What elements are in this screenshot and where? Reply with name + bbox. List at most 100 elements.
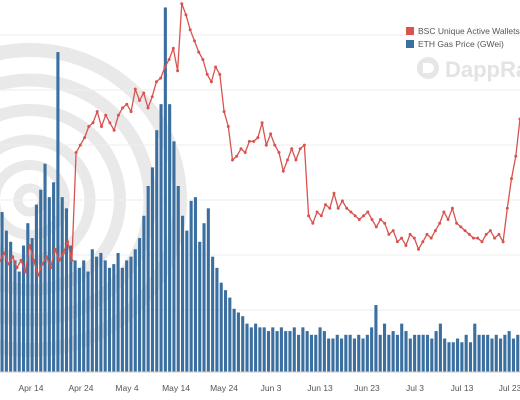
gas-price-bar [56, 52, 60, 372]
gas-price-bar [464, 334, 468, 372]
gas-price-bar [331, 338, 335, 372]
gas-price-bar [176, 186, 180, 372]
active-wallets-point [36, 273, 40, 277]
gas-price-bar [279, 327, 283, 372]
active-wallets-point [256, 136, 260, 140]
gas-price-bar [288, 331, 292, 372]
gas-price-bar [357, 334, 361, 372]
active-wallets-point [501, 240, 505, 244]
gas-price-bar [34, 204, 38, 372]
gas-price-bar [503, 334, 507, 372]
active-wallets-point [28, 244, 32, 247]
active-wallets-point [74, 151, 78, 154]
gas-price-bar [112, 264, 116, 372]
active-wallets-point [70, 258, 74, 262]
gas-price-bar [499, 338, 503, 372]
active-wallets-point [116, 113, 120, 117]
active-wallets-point [510, 177, 513, 181]
active-wallets-point [374, 225, 378, 229]
gas-price-bar [387, 334, 391, 372]
active-wallets-point [400, 236, 404, 240]
active-wallets-point [286, 158, 289, 162]
active-wallets-point [328, 206, 332, 210]
active-wallets-point [0, 258, 2, 262]
active-wallets-point [260, 121, 264, 125]
active-wallets-point [95, 110, 99, 114]
x-tick-label: Jul 13 [451, 383, 474, 393]
active-wallets-point [121, 106, 125, 110]
x-tick-label: Jun 3 [261, 383, 282, 393]
active-wallets-line [0, 2, 520, 278]
gas-price-bar [425, 334, 430, 372]
active-wallets-point [15, 266, 19, 270]
x-tick-label: May 4 [115, 383, 138, 393]
legend-swatch-gas [406, 40, 414, 48]
gas-price-bar [456, 338, 460, 372]
gas-price-bar [486, 334, 490, 372]
active-wallets-point [480, 240, 484, 244]
gas-price-bar [374, 305, 378, 372]
legend: BSC Unique Active Wallets (UA ETH Gas Pr… [406, 26, 520, 49]
x-tick-label: Jul 3 [406, 383, 424, 393]
gas-price-bar [309, 334, 314, 372]
active-wallets-point [433, 229, 437, 233]
active-wallets-point [146, 106, 150, 110]
active-wallets-point [61, 251, 65, 255]
gas-price-bar [468, 342, 473, 372]
active-wallets-point [446, 218, 450, 221]
gas-price-bar [236, 312, 240, 372]
x-tick-label: Jun 23 [354, 383, 380, 393]
gas-price-bar [318, 327, 322, 372]
active-wallets-point [484, 232, 488, 236]
gas-price-bar [443, 338, 447, 372]
watermark-logo-glyph [423, 63, 434, 73]
active-wallets-point [455, 221, 459, 225]
gas-price-bar [335, 334, 339, 372]
gas-price-bar [138, 238, 142, 372]
gas-price-bar [292, 327, 296, 372]
gas-price-bar [228, 297, 232, 372]
active-wallets-point [370, 218, 374, 221]
x-tick-label: May 24 [210, 383, 238, 393]
active-wallets-point [459, 225, 463, 229]
active-wallets-point [336, 206, 340, 210]
gas-price-bar [215, 267, 219, 372]
gas-price-bar [460, 342, 464, 372]
active-wallets-point [425, 232, 429, 236]
gas-price-bar [52, 182, 56, 372]
legend-label-wallets: BSC Unique Active Wallets (UA [418, 26, 520, 36]
active-wallets-point [290, 147, 294, 151]
gas-price-bar [17, 271, 21, 372]
gas-price-bar [142, 215, 146, 372]
gas-price-bar [90, 249, 94, 372]
active-wallets-point [514, 154, 518, 158]
active-wallets-point [66, 240, 70, 244]
gas-price-bar [103, 260, 107, 372]
gas-price-bar [370, 327, 374, 372]
active-wallets-point [476, 236, 480, 240]
watermark-text: DappRa [445, 57, 520, 82]
active-wallets-point [302, 143, 306, 147]
gas-price-bar [365, 334, 369, 372]
active-wallets-point [32, 258, 36, 262]
active-wallets-point [273, 143, 277, 147]
x-tick-label: Jun 13 [307, 383, 333, 393]
active-wallets-point [505, 206, 509, 210]
active-wallets-point [421, 240, 425, 244]
gas-price-bar [430, 338, 434, 372]
active-wallets-point [176, 69, 180, 73]
gas-price-bar [417, 334, 421, 372]
active-wallets-point [340, 199, 344, 203]
gas-price-bar [305, 331, 309, 372]
active-wallets-point [277, 151, 281, 154]
active-wallets-point [7, 262, 10, 266]
gas-price-bar [245, 323, 249, 372]
active-wallets-point [188, 28, 192, 32]
active-wallets-point [243, 151, 247, 154]
gas-price-bar [297, 334, 301, 372]
active-wallets-point [404, 244, 408, 247]
gas-price-bar [39, 189, 43, 372]
active-wallets-point [133, 87, 137, 91]
gas-price-bar [404, 331, 408, 372]
active-wallets-point [142, 91, 146, 95]
